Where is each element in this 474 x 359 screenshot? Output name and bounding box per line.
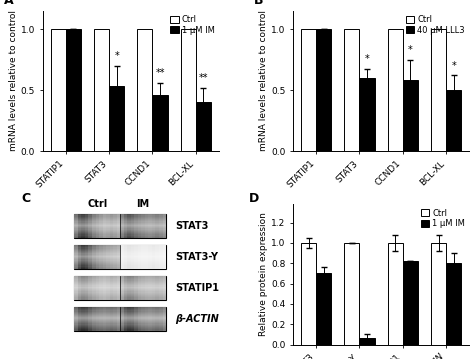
Bar	[359, 337, 374, 345]
Text: IM: IM	[137, 199, 150, 209]
Bar	[446, 263, 461, 345]
Bar	[316, 29, 331, 151]
Bar	[153, 95, 168, 151]
Text: B: B	[254, 0, 264, 7]
Text: C: C	[21, 192, 31, 205]
Bar	[388, 29, 403, 151]
Y-axis label: mRNA levels relative to control: mRNA levels relative to control	[9, 10, 18, 151]
Bar	[388, 243, 403, 345]
Bar	[51, 29, 66, 151]
Text: STATIP1: STATIP1	[175, 283, 219, 293]
Bar	[431, 243, 446, 345]
Bar	[344, 243, 359, 345]
Bar	[446, 90, 461, 151]
Bar	[359, 78, 374, 151]
Legend: Ctrl, 40 μM LLL3: Ctrl, 40 μM LLL3	[406, 15, 465, 34]
Bar	[301, 29, 316, 151]
Bar	[181, 29, 196, 151]
Text: A: A	[4, 0, 13, 7]
Text: STAT3-Y: STAT3-Y	[175, 252, 218, 262]
Text: *: *	[114, 51, 119, 61]
Bar	[403, 261, 418, 345]
Bar	[344, 29, 359, 151]
Bar	[403, 80, 418, 151]
Legend: Ctrl, 1 μM IM: Ctrl, 1 μM IM	[420, 209, 465, 228]
Bar	[431, 29, 446, 151]
Text: **: **	[199, 73, 208, 83]
Text: **: **	[155, 68, 165, 78]
Bar	[94, 29, 109, 151]
Text: *: *	[451, 61, 456, 70]
Bar	[301, 243, 316, 345]
Text: D: D	[249, 192, 259, 205]
Bar	[109, 87, 124, 151]
Y-axis label: Relative protein expression: Relative protein expression	[259, 213, 268, 336]
Text: STAT3: STAT3	[175, 221, 208, 231]
Bar	[196, 102, 211, 151]
Text: *: *	[365, 55, 369, 65]
Y-axis label: mRNA levels relative to control: mRNA levels relative to control	[259, 10, 268, 151]
Bar	[316, 274, 331, 345]
Text: *: *	[408, 45, 413, 55]
Bar	[66, 29, 81, 151]
Text: β-ACTIN: β-ACTIN	[175, 314, 219, 324]
Legend: Ctrl, 1 μM IM: Ctrl, 1 μM IM	[170, 15, 215, 34]
Bar	[137, 29, 153, 151]
Text: Ctrl: Ctrl	[87, 199, 108, 209]
